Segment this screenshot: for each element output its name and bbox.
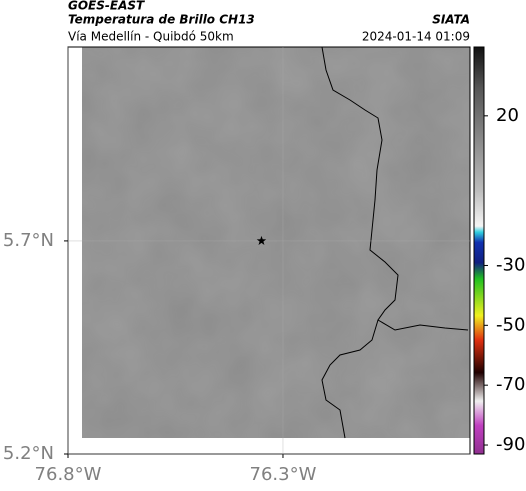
timestamp: 2024-01-14 01:09 [362,30,470,44]
source: SIATA [432,13,470,27]
colorbar-label: -30 [496,254,525,275]
map-image [82,46,470,439]
y-tick-label: 5.7°N [3,230,54,251]
x-tick-label: 76.8°W [35,464,102,485]
caption: Vía Medellín - Quibdó 50km [68,30,234,44]
location-marker [256,235,267,245]
colorbar-label: -50 [496,314,525,335]
border [321,46,469,331]
x-tick-label: 76.3°W [250,464,317,485]
title: GOES-EAST [68,0,145,13]
border [321,319,379,439]
colorbar-label: 20 [496,105,519,126]
colorbar [473,46,485,455]
y-tick-label: 5.2°N [3,443,54,464]
colorbar-label: -90 [496,434,525,455]
subtitle: Temperatura de Brillo CH13 [68,13,255,27]
colorbar-label: -70 [496,374,525,395]
